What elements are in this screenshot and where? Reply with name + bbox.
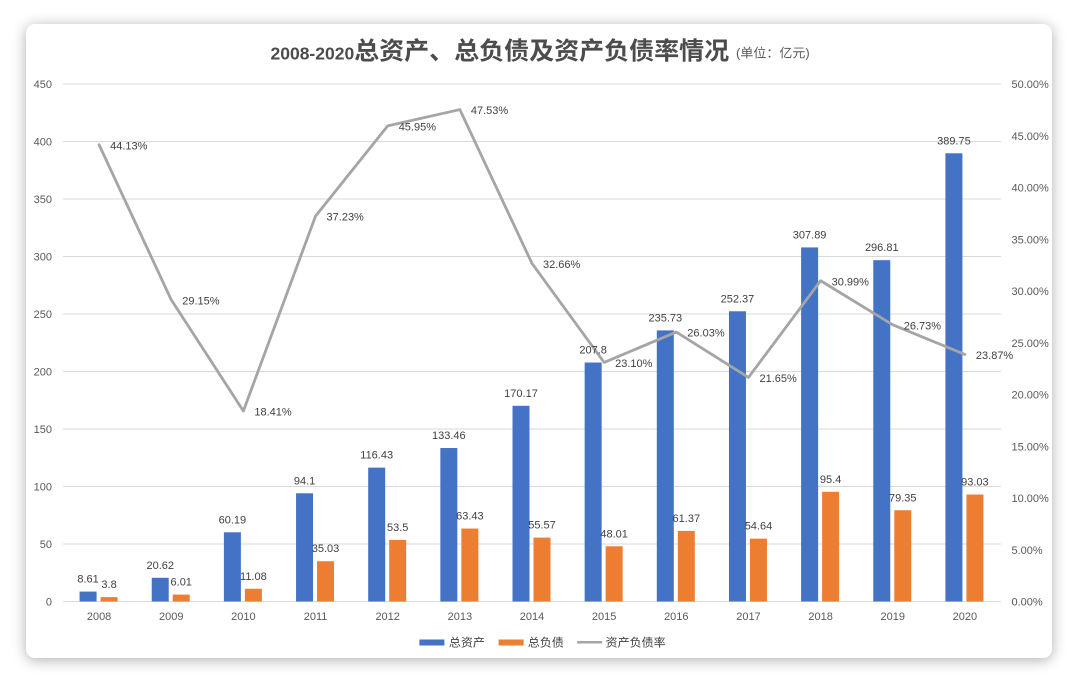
svg-text:26.73%: 26.73% bbox=[904, 320, 942, 332]
svg-text:307.89: 307.89 bbox=[793, 229, 827, 241]
svg-text:37.23%: 37.23% bbox=[327, 212, 365, 224]
svg-text:47.53%: 47.53% bbox=[471, 105, 509, 117]
svg-text:116.43: 116.43 bbox=[360, 450, 393, 462]
svg-text:30.00%: 30.00% bbox=[1012, 286, 1050, 298]
svg-text:(: ( bbox=[736, 46, 741, 61]
svg-text:29.15%: 29.15% bbox=[182, 295, 220, 307]
svg-text:5.00%: 5.00% bbox=[1012, 545, 1043, 557]
svg-text:2008: 2008 bbox=[87, 611, 111, 623]
svg-text:10.00%: 10.00% bbox=[1012, 493, 1050, 505]
svg-text:93.03: 93.03 bbox=[961, 477, 989, 489]
svg-text:44.13%: 44.13% bbox=[110, 140, 148, 152]
svg-text:300: 300 bbox=[34, 252, 52, 264]
svg-text:8.61: 8.61 bbox=[77, 574, 98, 586]
svg-text:2018: 2018 bbox=[808, 611, 832, 623]
svg-text:18.41%: 18.41% bbox=[254, 406, 292, 418]
svg-text:45.95%: 45.95% bbox=[399, 121, 437, 133]
svg-text:45.00%: 45.00% bbox=[1012, 131, 1050, 143]
svg-text:2019: 2019 bbox=[881, 611, 905, 623]
svg-text:2011: 2011 bbox=[304, 611, 328, 623]
svg-text:400: 400 bbox=[34, 137, 52, 149]
svg-text:95.4: 95.4 bbox=[820, 474, 841, 486]
svg-text:20.62: 20.62 bbox=[146, 560, 174, 572]
svg-text:): ) bbox=[805, 46, 809, 61]
svg-text:250: 250 bbox=[34, 309, 52, 321]
svg-text:50: 50 bbox=[40, 539, 52, 551]
svg-text:25.00%: 25.00% bbox=[1012, 338, 1050, 350]
svg-text:296.81: 296.81 bbox=[865, 242, 899, 254]
svg-text:2009: 2009 bbox=[159, 611, 183, 623]
svg-text:350: 350 bbox=[34, 194, 52, 206]
svg-text:170.17: 170.17 bbox=[504, 388, 538, 400]
svg-text:133.46: 133.46 bbox=[432, 430, 466, 442]
svg-text:60.19: 60.19 bbox=[219, 514, 247, 526]
svg-text:3.8: 3.8 bbox=[101, 579, 116, 591]
svg-text:2015: 2015 bbox=[592, 611, 616, 623]
svg-text:2016: 2016 bbox=[664, 611, 688, 623]
svg-text:2010: 2010 bbox=[231, 611, 255, 623]
svg-text:40.00%: 40.00% bbox=[1012, 183, 1050, 195]
svg-text:79.35: 79.35 bbox=[889, 492, 917, 504]
svg-text:200: 200 bbox=[34, 367, 52, 379]
svg-text:150: 150 bbox=[34, 424, 52, 436]
svg-text:50.00%: 50.00% bbox=[1012, 79, 1050, 91]
svg-text:55.57: 55.57 bbox=[528, 520, 556, 532]
svg-text:11.08: 11.08 bbox=[240, 571, 267, 583]
svg-text:94.1: 94.1 bbox=[294, 475, 315, 487]
svg-text:2013: 2013 bbox=[448, 611, 472, 623]
svg-text:2008-2020: 2008-2020 bbox=[271, 44, 355, 64]
svg-text:235.73: 235.73 bbox=[648, 312, 682, 324]
svg-text:2017: 2017 bbox=[736, 611, 760, 623]
svg-text:48.01: 48.01 bbox=[600, 528, 628, 540]
svg-text:61.37: 61.37 bbox=[673, 513, 701, 525]
svg-text:2014: 2014 bbox=[520, 611, 544, 623]
svg-text:389.75: 389.75 bbox=[937, 135, 971, 147]
svg-text:6.01: 6.01 bbox=[171, 577, 192, 589]
svg-text:2012: 2012 bbox=[375, 611, 399, 623]
svg-text:207.8: 207.8 bbox=[579, 345, 607, 357]
svg-text:2020: 2020 bbox=[953, 611, 977, 623]
svg-text:450: 450 bbox=[34, 79, 52, 91]
svg-text:53.5: 53.5 bbox=[387, 522, 408, 534]
svg-text:15.00%: 15.00% bbox=[1012, 441, 1050, 453]
svg-text:23.10%: 23.10% bbox=[615, 358, 653, 370]
svg-text:32.66%: 32.66% bbox=[543, 259, 581, 271]
svg-text:100: 100 bbox=[34, 482, 52, 494]
svg-text:0.00%: 0.00% bbox=[1012, 597, 1043, 609]
svg-text:63.43: 63.43 bbox=[456, 511, 484, 523]
svg-text:54.64: 54.64 bbox=[745, 521, 773, 533]
svg-text:26.03%: 26.03% bbox=[687, 328, 725, 340]
svg-text:252.37: 252.37 bbox=[721, 293, 755, 305]
svg-text:35.00%: 35.00% bbox=[1012, 234, 1050, 246]
svg-text:23.87%: 23.87% bbox=[976, 350, 1014, 362]
svg-text:21.65%: 21.65% bbox=[759, 373, 797, 385]
svg-text:0: 0 bbox=[46, 597, 52, 609]
svg-text:20.00%: 20.00% bbox=[1012, 390, 1050, 402]
svg-text:30.99%: 30.99% bbox=[832, 276, 870, 288]
svg-text:35.03: 35.03 bbox=[312, 543, 340, 555]
